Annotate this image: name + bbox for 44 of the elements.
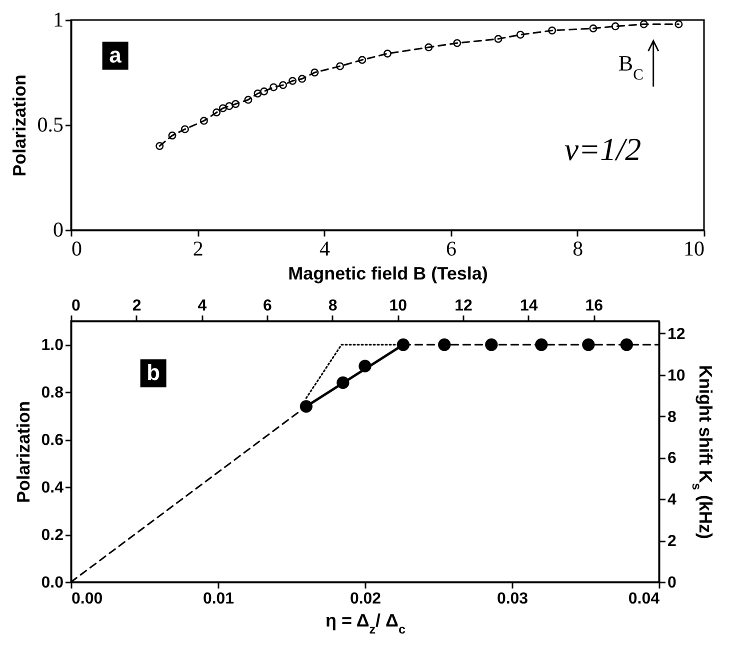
x2-tick-label: 4 [198, 298, 207, 314]
y-axis-title: Polarization [13, 400, 34, 504]
y2-tick-label: 2 [668, 533, 676, 550]
x2-tick-label: 8 [328, 298, 338, 314]
y-tick-label: 0.5 [37, 112, 64, 136]
x2-tick-label: 14 [520, 298, 538, 314]
x-axis-title: η = Δ$_{z}$/ Δ$_{c}$ [325, 610, 406, 636]
x2-tick-label: 6 [263, 298, 272, 314]
annotation: b [146, 360, 160, 386]
x-tick-label: 2 [192, 236, 204, 260]
annotation: a [109, 42, 122, 68]
y-tick-label: 1.0 [41, 337, 64, 354]
x-tick-label: 0.00 [72, 590, 103, 608]
y2-tick-label: 12 [668, 326, 686, 343]
y-tick-label: 0.0 [41, 574, 64, 592]
y-tick-label: 0 [53, 218, 64, 242]
y-tick-label: 0.2 [41, 527, 64, 544]
y2-tick-label: 4 [668, 492, 676, 509]
y2-tick-label: 0 [668, 574, 676, 592]
annotation: ν=1/2 [564, 131, 642, 168]
y2-tick-label: 6 [668, 450, 676, 468]
x-tick-label: 0 [72, 236, 82, 260]
x-tick-label: 0.04 [628, 590, 660, 608]
y-tick-label: 0.6 [41, 432, 64, 450]
x-axis-title: Magnetic field B (Tesla) [288, 264, 488, 284]
x-tick-label: 0.01 [202, 590, 234, 608]
y-axis-title: Polarization [9, 74, 30, 177]
x2-tick-label: 12 [454, 298, 472, 314]
y-tick-label: 0.4 [41, 480, 64, 497]
y2-tick-label: 10 [668, 367, 686, 384]
x2-tick-label: 2 [132, 298, 142, 314]
x-tick-label: 6 [446, 236, 457, 260]
x-tick-label: 8 [572, 236, 584, 260]
y-tick-label: 1 [53, 8, 64, 32]
x-tick-label: 10 [684, 236, 704, 260]
x2-tick-label: 10 [389, 298, 408, 314]
x-tick-label: 0.03 [496, 590, 528, 608]
x2-tick-label: 16 [585, 298, 604, 314]
x-tick-label: 4 [319, 236, 330, 260]
y2-tick-label: 8 [668, 408, 676, 426]
x-tick-label: 0.02 [350, 590, 382, 608]
x2-tick-label: 0 [72, 298, 80, 314]
y-tick-label: 0.8 [41, 384, 64, 402]
annotation: B$_{C}$ [618, 50, 644, 84]
